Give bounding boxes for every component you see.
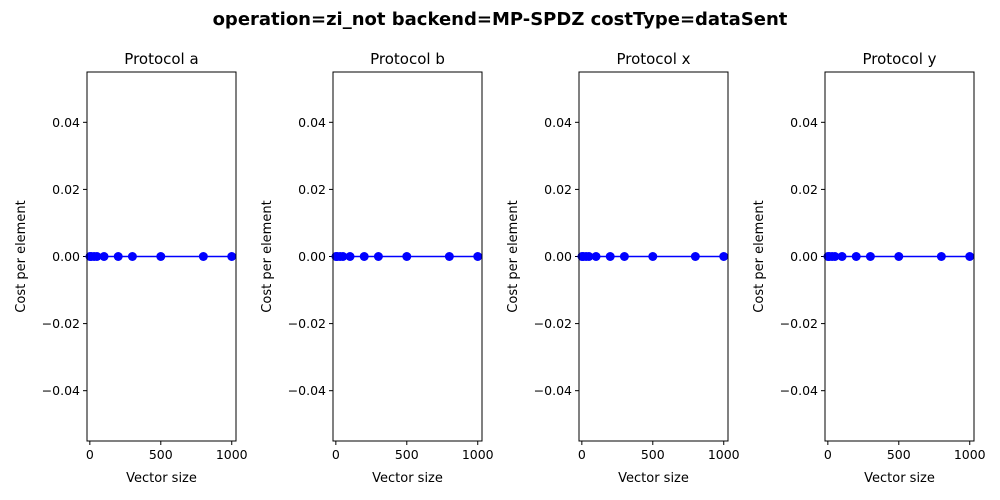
data-point (345, 252, 355, 261)
data-point (127, 252, 137, 261)
y-tick-label: −0.02 (288, 316, 326, 331)
y-tick-label: 0.02 (52, 182, 80, 197)
subplot-title: Protocol x (616, 50, 690, 68)
x-tick-label: 1000 (462, 447, 494, 462)
data-point (156, 252, 166, 261)
x-tick-label: 500 (887, 447, 911, 462)
y-tick-label: 0.04 (544, 115, 572, 130)
subplot-title: Protocol a (124, 50, 198, 68)
x-tick-label: 0 (86, 447, 94, 462)
x-tick-label: 500 (149, 447, 173, 462)
data-point (359, 252, 369, 261)
y-axis-label: Cost per element (752, 200, 767, 312)
subplot-title: Protocol y (862, 50, 936, 68)
data-point (690, 252, 700, 261)
axes-frame (824, 71, 975, 442)
y-tick-label: 0.00 (790, 249, 818, 264)
y-tick-label: 0.00 (298, 249, 326, 264)
data-point (92, 252, 102, 261)
y-tick-label: 0.00 (544, 249, 572, 264)
data-point (605, 252, 615, 261)
x-axis-label: Vector size (618, 471, 689, 486)
subplot-1: Protocol a −0.04 −0.02 0.00 0.02 0.04 0 500 1000… (14, 50, 248, 486)
x-tick-label: 1000 (954, 447, 986, 462)
y-axis-label: Cost per element (506, 200, 521, 312)
y-tick-label: 0.04 (298, 115, 326, 130)
data-point (99, 252, 109, 261)
subplot-3: Protocol x −0.04 −0.02 0.00 0.02 0.04 0 500 1000… (506, 50, 740, 486)
x-tick-label: 0 (332, 447, 340, 462)
data-point (198, 252, 208, 261)
data-point (965, 252, 975, 261)
data-point (591, 252, 601, 261)
y-tick-label: 0.02 (544, 182, 572, 197)
y-axis-label: Cost per element (260, 200, 275, 312)
data-point (830, 252, 840, 261)
data-point (113, 252, 123, 261)
data-point (584, 252, 594, 261)
x-tick-label: 500 (395, 447, 419, 462)
subplot-title: Protocol b (370, 50, 445, 68)
x-tick-label: 0 (824, 447, 832, 462)
y-axis-label: Cost per element (14, 200, 29, 312)
data-point (619, 252, 629, 261)
y-tick-label: −0.04 (42, 383, 80, 398)
data-point (338, 252, 348, 261)
y-tick-label: −0.04 (534, 383, 572, 398)
x-tick-label: 500 (641, 447, 665, 462)
data-point (865, 252, 875, 261)
y-tick-label: 0.02 (790, 182, 818, 197)
data-point (936, 252, 946, 261)
y-tick-label: −0.02 (534, 316, 572, 331)
y-tick-label: −0.04 (780, 383, 818, 398)
subplots: Protocol a −0.04 −0.02 0.00 0.02 0.04 0 500 1000… (14, 50, 986, 486)
axes-frame (332, 71, 483, 442)
y-tick-label: −0.04 (288, 383, 326, 398)
x-axis-label: Vector size (372, 471, 443, 486)
figure-title: operation=zi_not backend=MP-SPDZ costTyp… (213, 9, 788, 30)
data-point (719, 252, 729, 261)
x-tick-label: 1000 (708, 447, 740, 462)
data-point (402, 252, 412, 261)
subplot-2: Protocol b −0.04 −0.02 0.00 0.02 0.04 0 500 1000… (260, 50, 494, 486)
x-tick-label: 0 (578, 447, 586, 462)
x-axis-label: Vector size (864, 471, 935, 486)
x-tick-label: 1000 (216, 447, 248, 462)
data-point (444, 252, 454, 261)
data-point (648, 252, 658, 261)
y-tick-label: −0.02 (780, 316, 818, 331)
data-point (837, 252, 847, 261)
y-tick-label: 0.04 (52, 115, 80, 130)
subplot-4: Protocol y −0.04 −0.02 0.00 0.02 0.04 0 500 1000… (752, 50, 986, 486)
data-point (894, 252, 904, 261)
data-point (851, 252, 861, 261)
data-point (373, 252, 383, 261)
y-tick-label: 0.00 (52, 249, 80, 264)
axes-frame (578, 71, 729, 442)
x-axis-label: Vector size (126, 471, 197, 486)
y-tick-label: 0.02 (298, 182, 326, 197)
y-tick-label: −0.02 (42, 316, 80, 331)
y-tick-label: 0.04 (790, 115, 818, 130)
data-point (473, 252, 483, 261)
data-point (227, 252, 237, 261)
axes-frame (86, 71, 237, 442)
